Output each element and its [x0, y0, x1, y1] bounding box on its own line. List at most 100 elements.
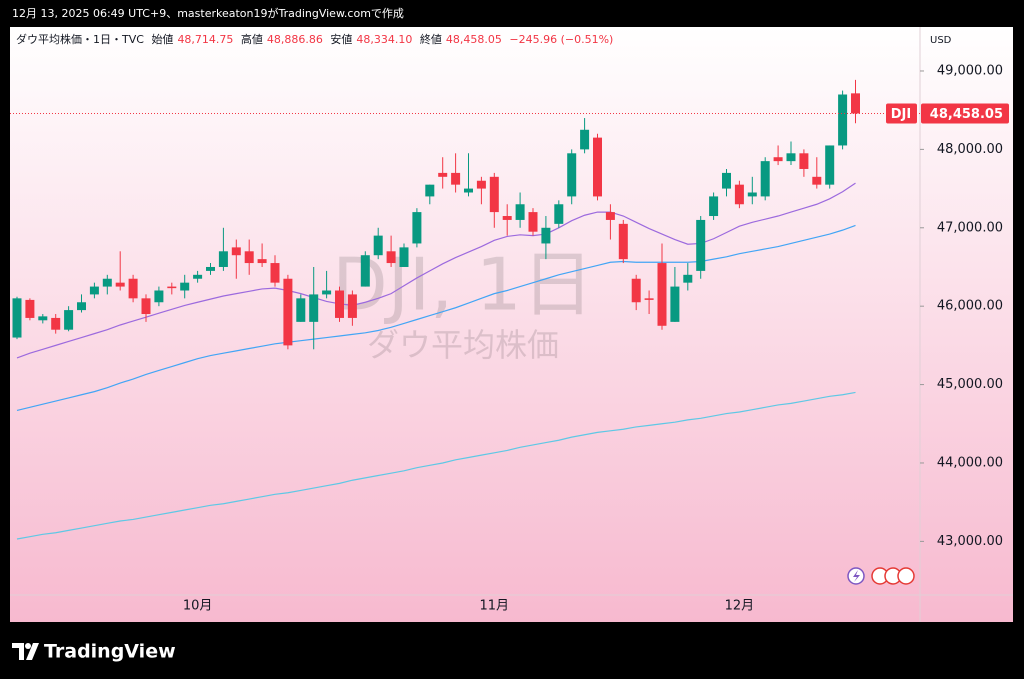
brand: TradingView: [44, 641, 176, 663]
candle-body: [567, 153, 577, 197]
candle-body: [812, 176, 822, 185]
candle-body: [77, 302, 86, 311]
candle-body: [696, 219, 706, 271]
candle-body: [180, 282, 190, 291]
candle-body: [38, 316, 48, 321]
candle-body: [270, 263, 280, 283]
candle-body: [683, 274, 693, 283]
candle-body: [141, 298, 151, 315]
candle-body: [154, 290, 164, 303]
brand-logo: TradingView: [12, 641, 176, 663]
legend-value: 48,714.75: [177, 33, 233, 46]
legend-label: 高値: [241, 32, 263, 46]
candle-body: [64, 310, 74, 330]
candle-body: [709, 196, 719, 217]
legend-label: 安値: [330, 32, 352, 46]
candle-body: [347, 294, 357, 318]
candle-body: [206, 266, 215, 271]
logo-mark: [12, 643, 24, 660]
candle-body: [825, 145, 835, 185]
x-tick-label: 11月: [480, 599, 510, 614]
candle-body: [102, 278, 112, 287]
candle-body: [425, 184, 435, 197]
candle-body: [451, 172, 461, 185]
candle-body: [231, 247, 241, 256]
legend-label: 始値: [151, 32, 173, 46]
watermark-subtitle: ダウ平均株価: [367, 326, 559, 364]
candle-body: [438, 172, 448, 177]
candle-body: [554, 204, 564, 224]
candle-body: [541, 227, 551, 244]
last-price-badge: [921, 103, 1009, 124]
candle-body: [128, 278, 138, 299]
legend: ダウ平均株価・1日・TVC 始値 48,714.75 高値 48,886.86 安値…: [16, 32, 613, 46]
candle-body: [464, 188, 473, 193]
last-price-label: 48,458.05: [930, 107, 1003, 122]
legend-value: 48,334.10: [356, 33, 412, 46]
candle-body: [580, 129, 590, 150]
x-tick-label: 10月: [183, 599, 213, 614]
candle-body: [760, 161, 770, 197]
candle-body: [747, 192, 757, 197]
candle-body: [115, 282, 125, 287]
candle-body: [799, 153, 809, 169]
watermark: DJI, 1日 ダウ平均株価: [332, 243, 594, 364]
moving-average: [16, 391, 856, 540]
candle-body: [193, 274, 203, 279]
y-tick-label: 43,000.00: [937, 534, 1003, 549]
candle-body: [670, 286, 680, 322]
candle-body: [657, 263, 667, 326]
candle-body: [257, 259, 267, 264]
candle-body: [309, 294, 319, 322]
legend-change: −245.96 (−0.51%): [509, 33, 613, 46]
watermark-title: DJI, 1日: [332, 243, 594, 327]
x-tick-label: 12月: [725, 599, 755, 614]
candle-body: [335, 290, 344, 318]
legend-value: 48,886.86: [267, 33, 323, 46]
logo-mark: [26, 643, 39, 660]
candle-body: [386, 251, 396, 264]
legend-label: 終値: [420, 32, 442, 46]
candle-body: [489, 176, 499, 213]
candle-body: [618, 223, 628, 260]
candle-body: [283, 278, 293, 346]
candle-body: [360, 255, 370, 287]
candle-body: [605, 212, 615, 220]
candle-body: [838, 94, 848, 146]
candle-body: [773, 157, 783, 162]
candle-body: [322, 290, 332, 295]
currency: USD: [930, 35, 952, 46]
candle-body: [515, 204, 525, 220]
moving-average: [16, 182, 856, 359]
candle-body: [373, 235, 383, 256]
candle-body: [399, 247, 409, 267]
candle-body: [412, 212, 422, 244]
y-tick-label: 47,000.00: [937, 220, 1003, 235]
candle-body: [528, 212, 538, 232]
candle-body: [644, 298, 654, 300]
symbol-badge: [886, 103, 917, 124]
y-tick-label: 45,000.00: [937, 377, 1003, 392]
candle-body: [476, 180, 486, 189]
header-text: 12月 13, 2025 06:49 UTC+9、masterkeaton19が…: [12, 6, 404, 20]
candle-body: [631, 278, 641, 303]
candle-body: [851, 93, 860, 114]
candle-body: [12, 298, 22, 338]
y-tick-label: 44,000.00: [937, 455, 1003, 470]
candle-body: [218, 251, 228, 267]
legend-name: ダウ平均株価・1日・TVC: [16, 32, 144, 46]
legend-value: 48,458.05: [446, 33, 502, 46]
candle-body: [167, 286, 177, 289]
moving-average: [16, 224, 856, 412]
candle-body: [734, 184, 744, 205]
candle-body: [593, 137, 602, 197]
indicator-icons: [847, 567, 915, 585]
candle-body: [502, 216, 512, 220]
candle-body: [296, 298, 306, 322]
icon: [853, 570, 860, 582]
symbol-label: DJI: [891, 107, 911, 122]
candle-body: [25, 299, 35, 318]
candle-body: [89, 286, 99, 295]
icon: [897, 567, 915, 585]
